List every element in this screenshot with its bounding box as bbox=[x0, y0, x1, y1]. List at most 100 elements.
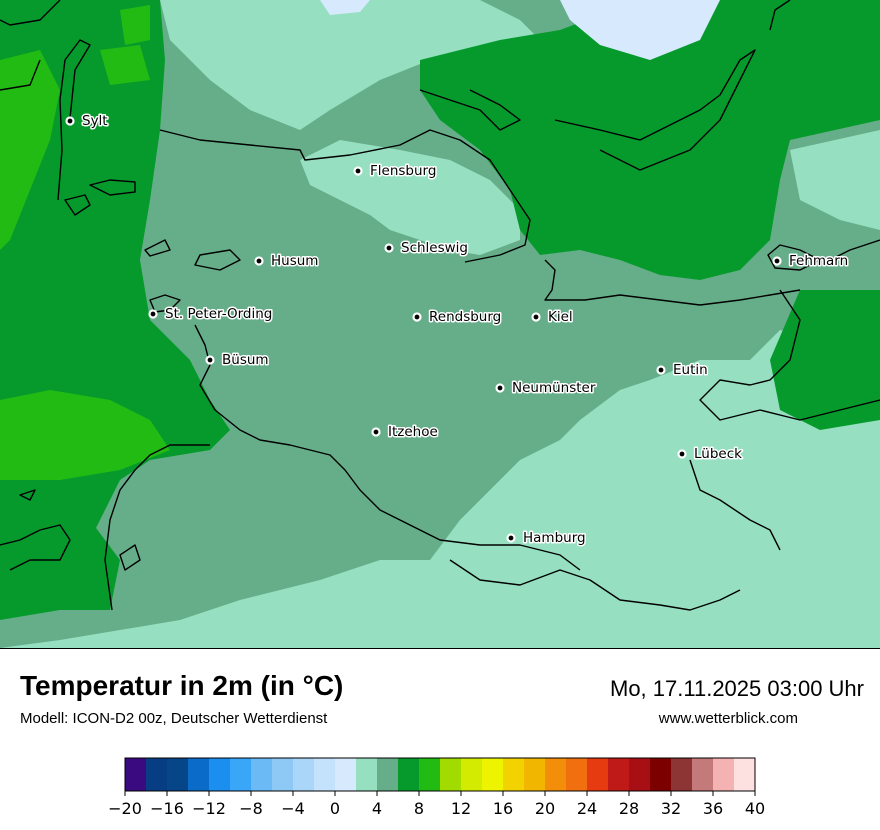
legend-color-cell bbox=[356, 758, 378, 791]
legend-tick-label: 20 bbox=[535, 799, 555, 818]
city-sylt: Sylt bbox=[65, 112, 109, 131]
city-label: Büsum bbox=[222, 352, 269, 368]
city-dot bbox=[353, 166, 363, 176]
legend-color-cell bbox=[398, 758, 420, 791]
legend-color-cell bbox=[293, 758, 315, 791]
legend-tick-label: 4 bbox=[372, 799, 382, 818]
legend-color-cell bbox=[503, 758, 525, 791]
legend-color-cell bbox=[230, 758, 252, 791]
city-label: Rendsburg bbox=[429, 309, 501, 325]
city-eutin: Eutin bbox=[656, 361, 709, 380]
legend-color-cell bbox=[545, 758, 567, 791]
city-label: Eutin bbox=[673, 362, 708, 378]
city-dot bbox=[531, 312, 541, 322]
city-label: Schleswig bbox=[401, 240, 468, 256]
field-zone-fehmarn bbox=[790, 130, 880, 230]
legend-color-cell bbox=[650, 758, 672, 791]
city-buesum: Büsum bbox=[205, 351, 270, 370]
legend-frame bbox=[124, 757, 756, 792]
legend-color-cell bbox=[692, 758, 714, 791]
city-label: Itzehoe bbox=[388, 424, 438, 440]
legend-tick-label: 28 bbox=[619, 799, 639, 818]
city-schleswig: Schleswig bbox=[384, 239, 470, 258]
legend-tick-label: 24 bbox=[577, 799, 597, 818]
legend-color-cell bbox=[629, 758, 651, 791]
legend-tick-label: −8 bbox=[239, 799, 263, 818]
legend-color-cell bbox=[209, 758, 231, 791]
city-dot bbox=[384, 243, 394, 253]
field-zone-east bbox=[770, 290, 880, 430]
city-dot bbox=[656, 365, 666, 375]
legend-ticks: −20 −16 −12 −8 −4 0 4 8 12 16 20 24 28 32 36 40 bbox=[108, 791, 765, 818]
legend-tick-label: 40 bbox=[745, 799, 765, 818]
field-zone-denmark bbox=[160, 0, 560, 130]
legend-color-cell bbox=[146, 758, 168, 791]
field-zone-south bbox=[0, 330, 880, 648]
city-label: Flensburg bbox=[370, 163, 436, 179]
forecast-datetime: Mo, 17.11.2025 03:00 Uhr bbox=[610, 676, 864, 701]
legend-color-cell bbox=[335, 758, 357, 791]
legend-tick-label: 16 bbox=[493, 799, 513, 818]
legend-tick-label: −16 bbox=[150, 799, 184, 818]
city-label: Husum bbox=[271, 253, 318, 269]
legend-color-cell bbox=[125, 758, 147, 791]
legend-color-cell bbox=[608, 758, 630, 791]
city-itzehoe: Itzehoe bbox=[371, 423, 439, 442]
legend-color-cells bbox=[125, 758, 756, 791]
city-dot bbox=[506, 533, 516, 543]
legend-color-cell bbox=[419, 758, 441, 791]
legend-color-cell bbox=[188, 758, 210, 791]
city-label: Neumünster bbox=[512, 380, 596, 396]
city-neumuenster: Neumünster bbox=[495, 379, 597, 398]
city-fehmarn: Fehmarn bbox=[772, 252, 850, 271]
legend-color-cell bbox=[251, 758, 273, 791]
field-zone-baltic bbox=[420, 0, 880, 280]
website-link[interactable]: www.wetterblick.com bbox=[658, 710, 798, 727]
legend-color-cell bbox=[671, 758, 693, 791]
city-label: St. Peter-Ording bbox=[165, 306, 272, 322]
city-luebeck: Lübeck bbox=[677, 445, 744, 464]
city-label: Sylt bbox=[82, 113, 108, 129]
legend-tick-label: 32 bbox=[661, 799, 681, 818]
temperature-map: Sylt Flensburg Schleswig Husum Fehmarn S… bbox=[0, 0, 880, 649]
city-label: Kiel bbox=[548, 309, 573, 325]
legend-color-cell bbox=[524, 758, 546, 791]
legend-tick-label: 8 bbox=[414, 799, 424, 818]
temperature-legend: −20 −16 −12 −8 −4 0 4 8 12 16 20 24 28 32 36 40 bbox=[108, 757, 765, 818]
city-st-peter-ording: St. Peter-Ording bbox=[148, 305, 274, 324]
city-rendsburg: Rendsburg bbox=[412, 308, 503, 327]
city-husum: Husum bbox=[254, 252, 320, 271]
coastlines bbox=[0, 0, 880, 611]
legend-color-cell bbox=[377, 758, 399, 791]
map-title: Temperatur in 2m (in °C) bbox=[20, 670, 344, 701]
legend-color-cell bbox=[734, 758, 756, 791]
legend-tick-label: 0 bbox=[330, 799, 340, 818]
legend-color-cell bbox=[440, 758, 462, 791]
legend-color-cell bbox=[314, 758, 336, 791]
model-info: Modell: ICON-D2 00z, Deutscher Wetterdie… bbox=[20, 710, 328, 727]
legend-tick-label: 12 bbox=[451, 799, 471, 818]
field-zone-bright-west bbox=[0, 50, 60, 250]
city-markers: Sylt Flensburg Schleswig Husum Fehmarn S… bbox=[65, 112, 850, 548]
city-dot bbox=[495, 383, 505, 393]
city-dot bbox=[205, 355, 215, 365]
legend-color-cell bbox=[587, 758, 609, 791]
field-zone-bright-islands bbox=[100, 5, 150, 85]
city-label: Hamburg bbox=[523, 530, 586, 546]
city-label: Fehmarn bbox=[789, 253, 848, 269]
legend-color-cell bbox=[482, 758, 504, 791]
city-flensburg: Flensburg bbox=[353, 162, 438, 181]
legend-tick-label: −4 bbox=[281, 799, 305, 818]
legend-tick-label: −20 bbox=[108, 799, 142, 818]
legend-color-cell bbox=[461, 758, 483, 791]
city-kiel: Kiel bbox=[531, 308, 574, 327]
city-dot bbox=[677, 449, 687, 459]
legend-color-cell bbox=[167, 758, 189, 791]
city-dot bbox=[65, 116, 75, 126]
field-zone-bright-southwest bbox=[0, 390, 170, 480]
city-dot bbox=[412, 312, 422, 322]
legend-tick-label: −12 bbox=[192, 799, 226, 818]
legend-color-cell bbox=[566, 758, 588, 791]
city-dot bbox=[254, 256, 264, 266]
field-zone-sw-lower bbox=[0, 510, 120, 620]
